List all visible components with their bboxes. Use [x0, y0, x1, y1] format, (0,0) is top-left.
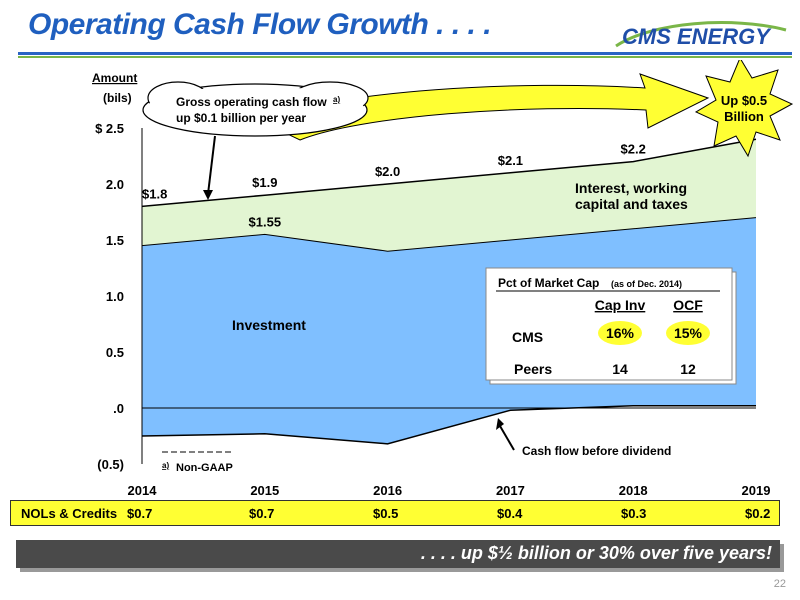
other-area-label-1: Interest, working — [575, 180, 687, 196]
inset-row-peers: Peers — [514, 361, 552, 377]
nol-value-2014: $0.7 — [127, 506, 153, 521]
cash-flow-before-dividend-line — [141, 405, 756, 445]
inset-col-ocf: OCF — [673, 297, 703, 313]
dividend-label: Cash flow before dividend — [522, 444, 671, 458]
nol-credits-row: NOLs & Credits $0.7 $0.7 $0.5 $0.4 $0.3 … — [10, 500, 780, 526]
other-area-label-2: capital and taxes — [575, 196, 688, 212]
dividend-pointer — [499, 425, 515, 451]
inset-title-note: (as of Dec. 2014) — [611, 279, 682, 289]
growth-arrow — [256, 73, 710, 141]
x-tick-label: 2019 — [742, 483, 771, 498]
page-title: Operating Cash Flow Growth . . . . — [28, 8, 492, 41]
gross-ocf-callout: Gross operating cash flow a) up $0.1 bil… — [142, 81, 369, 137]
nol-value-2015: $0.7 — [249, 506, 275, 521]
x-tick-label: 2018 — [619, 483, 648, 498]
y-tick-label: $ 2.5 — [95, 121, 124, 136]
inset-peers-ocf: 12 — [680, 361, 696, 377]
inset-col-cap-inv: Cap Inv — [595, 297, 646, 313]
y-tick-label: .0 — [113, 401, 124, 416]
other-costs-area — [142, 139, 756, 252]
dividend-pointer-head — [496, 418, 504, 430]
y-tick-label: 1.0 — [106, 289, 124, 304]
y-tick-label: 2.0 — [106, 177, 124, 192]
cash-flow-chart: Amount (bils) $ 2.5 2.0 1.5 1.0 0.5 .0 (0.5) 2… — [92, 60, 794, 498]
nol-label: NOLs & Credits — [21, 506, 118, 521]
footnote-text: Non-GAAP — [176, 462, 233, 474]
gross-ocf-value-label: $1.9 — [252, 175, 277, 190]
gross-ocf-value-label: $2.2 — [621, 142, 646, 157]
y-tick-labels: $ 2.5 2.0 1.5 1.0 0.5 .0 (0.5) — [95, 121, 124, 472]
logo-text: CMS ENERGY — [622, 24, 772, 49]
title-rule — [18, 52, 792, 55]
callout-line-1: Gross operating cash flow — [176, 95, 327, 109]
gross-ocf-value-label: $1.8 — [142, 186, 167, 201]
y-tick-label: (0.5) — [97, 457, 124, 472]
summary-text: . . . . up $½ billion or 30% over five y… — [420, 543, 772, 563]
gross-ocf-line — [141, 138, 757, 208]
summary-banner: . . . . up $½ billion or 30% over five y… — [16, 540, 780, 568]
inset-peers-cap-inv: 14 — [612, 361, 628, 377]
inset-row-cms: CMS — [512, 329, 543, 345]
inset-cms-cap-inv: 16% — [606, 325, 635, 341]
inset-cms-ocf: 15% — [674, 325, 703, 341]
page-number: 22 — [773, 578, 786, 590]
nol-value-2019: $0.2 — [745, 506, 771, 521]
nol-value-2016: $0.5 — [373, 506, 399, 521]
investment-line — [141, 217, 757, 252]
inset-title: Pct of Market Cap — [498, 276, 599, 290]
up-half-billion-burst — [694, 60, 794, 158]
x-tick-label: 2014 — [128, 483, 158, 498]
callout-line-2: up $0.1 billion per year — [176, 111, 306, 125]
x-tick-label: 2015 — [250, 483, 279, 498]
callout-footnote-marker: a) — [333, 95, 340, 104]
x-tick-label: 2016 — [373, 483, 402, 498]
footnote-marker: a) — [162, 461, 169, 470]
x-tick-label: 2017 — [496, 483, 525, 498]
cms-energy-logo: CMS ENERGY — [615, 21, 787, 49]
investment-area-label: Investment — [232, 317, 306, 333]
y-axis-label: Amount — [92, 71, 137, 85]
nol-value-2017: $0.4 — [497, 506, 523, 521]
gross-ocf-value-label: $2.1 — [498, 153, 523, 168]
burst-label-1: Up $0.5 — [721, 93, 767, 108]
x-tick-labels: 2014 2015 2016 2017 2018 2019 — [128, 483, 771, 498]
callout-pointer — [207, 135, 216, 195]
burst-label-2: Billion — [724, 109, 764, 124]
nol-value-2018: $0.3 — [621, 506, 647, 521]
callout-pointer-head — [203, 190, 213, 200]
y-tick-label: 0.5 — [106, 345, 124, 360]
market-cap-inset: Pct of Market Cap (as of Dec. 2014) Cap … — [485, 267, 737, 385]
gross-ocf-value-label: $2.0 — [375, 164, 400, 179]
y-tick-label: 1.5 — [106, 233, 124, 248]
investment-value-label: $1.55 — [249, 214, 282, 229]
title-rule-accent — [18, 56, 792, 58]
y-axis-unit: (bils) — [103, 91, 132, 105]
